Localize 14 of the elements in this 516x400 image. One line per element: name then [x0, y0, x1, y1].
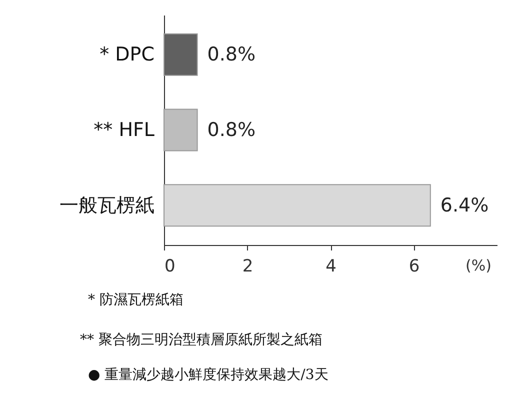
x-tick-label: 2: [242, 256, 254, 276]
data-label: 0.8%: [207, 44, 256, 66]
text: * 防濕瓦楞紙箱: [88, 292, 184, 308]
text: ● 重量減少越小鮮度保持效果越大/3天: [88, 367, 328, 383]
y-tick-label: 一般瓦楞紙: [60, 194, 154, 216]
data-label: 0.8%: [207, 119, 256, 141]
x-tick-label: 0: [164, 256, 176, 276]
data-label: 6.4%: [440, 194, 489, 216]
x-axis-title: (%): [466, 256, 492, 274]
text: ** 聚合物三明治型積層原紙所製之紙箱: [80, 332, 322, 348]
y-tick-label: * DPC: [100, 44, 154, 66]
x-tick-label: 4: [326, 256, 336, 276]
x-tick-label: 6: [408, 256, 420, 276]
y-tick-label: ** HFL: [94, 119, 155, 141]
